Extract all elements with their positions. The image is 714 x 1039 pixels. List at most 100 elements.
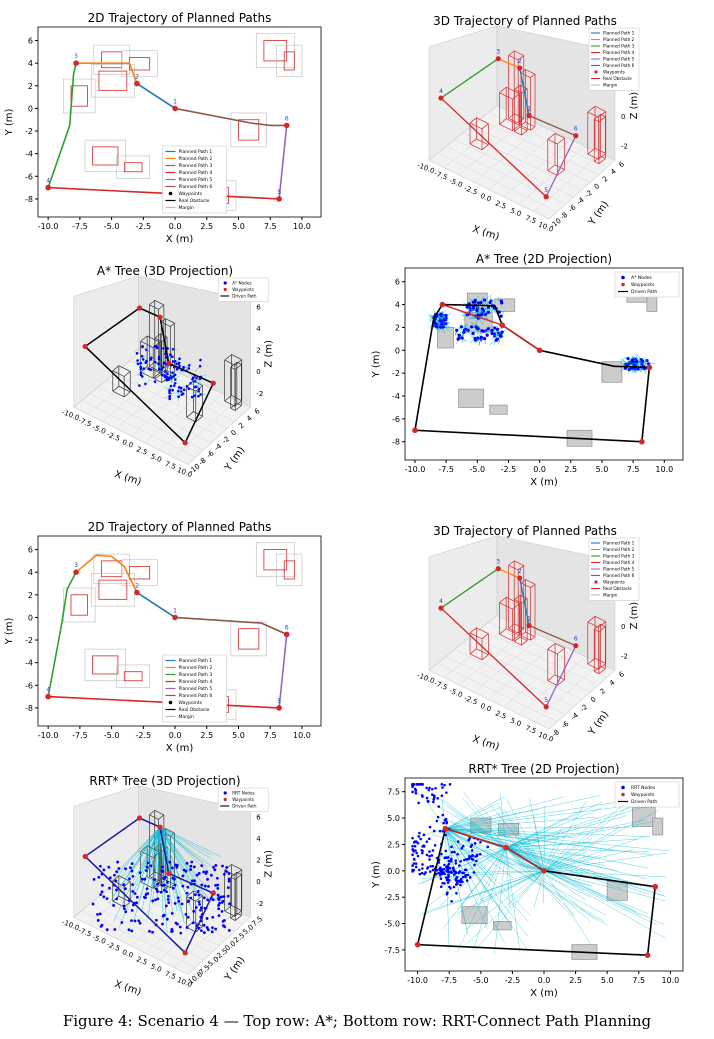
tree-node	[195, 376, 198, 380]
obstacle-edge	[476, 138, 489, 145]
tree-node	[447, 875, 450, 879]
tree-node	[417, 801, 420, 805]
tree-node	[144, 893, 148, 896]
tree-node	[123, 907, 126, 911]
obstacle-edge	[557, 137, 565, 145]
tree-node	[427, 788, 431, 792]
obstacle-edge	[514, 131, 522, 136]
x-tick-label: -7.5	[433, 679, 449, 692]
tree-node	[157, 357, 161, 361]
legend-label: Planned Path 5	[603, 57, 635, 62]
tree-node	[227, 877, 231, 881]
obstacle-edge	[186, 411, 194, 418]
tree-node	[155, 887, 159, 891]
series-line	[545, 135, 577, 198]
obstacle-edge	[165, 828, 175, 834]
tree-node	[458, 870, 462, 873]
tree-node	[214, 927, 218, 931]
x-tick-label: -2.5	[463, 184, 479, 197]
legend-label: A* Nodes	[232, 281, 251, 286]
tree-node	[97, 875, 101, 879]
tree-node	[226, 894, 230, 898]
tree-node	[139, 365, 143, 369]
tree-node	[168, 389, 171, 393]
tree-node	[453, 873, 456, 876]
obstacle-edge	[154, 810, 165, 816]
tree-node	[211, 915, 215, 919]
obstacle-margin	[116, 664, 150, 688]
tree-node	[473, 863, 476, 867]
series-line	[278, 125, 288, 199]
tree-node	[475, 854, 479, 858]
y-tick-label: 6	[28, 37, 33, 46]
y-tick-label: 4	[609, 167, 618, 176]
series-line	[528, 624, 577, 647]
tree-node	[425, 853, 429, 857]
tree-node	[128, 877, 131, 881]
waypoint-marker	[136, 305, 143, 311]
tree-edge	[506, 802, 659, 848]
tree-node	[479, 313, 484, 317]
obstacle-edge	[587, 621, 599, 628]
tree-edge	[159, 827, 212, 867]
tree-node	[177, 395, 180, 399]
x-tick-label: 5.0	[232, 222, 245, 231]
x-axis-label: X (m)	[166, 234, 194, 245]
obstacle-edge	[512, 93, 520, 100]
tree-node	[144, 361, 148, 364]
waypoint-label: 3	[74, 562, 78, 569]
obstacle-edge	[154, 871, 165, 877]
obstacle-edge	[154, 374, 161, 380]
tree-edge	[494, 847, 507, 954]
chart-title: A* Tree (3D Projection)	[97, 264, 233, 278]
series-line	[519, 577, 530, 626]
obstacle-edge	[499, 596, 507, 603]
waypoint-marker	[182, 950, 188, 956]
tree-node	[454, 879, 458, 882]
x-tick-label: 5.0	[149, 963, 162, 975]
y-tick-label: 4	[28, 568, 33, 577]
tree-node	[431, 849, 435, 852]
obstacle-edge	[508, 628, 519, 634]
tree-node	[192, 865, 196, 869]
tree-node	[448, 885, 451, 889]
tree-edge	[117, 827, 161, 881]
tree-edge	[140, 827, 161, 855]
legend-label: Waypoints	[603, 70, 625, 75]
legend-label: Planned Path 6	[179, 693, 213, 699]
legend-label: Planned Path 4	[603, 50, 635, 55]
tree-node	[482, 329, 486, 333]
obstacle-edge	[514, 126, 521, 132]
obstacle-edge	[112, 365, 120, 371]
tree-node	[441, 786, 444, 789]
obstacle-edge	[514, 636, 521, 642]
chart-title: 3D Trajectory of Planned Paths	[433, 14, 617, 28]
legend-label: Planned Path 3	[603, 44, 635, 49]
tree-edge	[445, 807, 617, 829]
obstacle-margin	[255, 33, 295, 69]
tree-node	[470, 857, 474, 861]
waypoint-label: 6	[574, 636, 578, 643]
x-tick-label: -2.5	[136, 731, 152, 740]
legend-label: Margin	[179, 714, 195, 720]
tree-node	[476, 327, 480, 331]
tree-node	[432, 796, 436, 799]
obstacle-margin	[230, 621, 267, 657]
tree-node	[100, 923, 104, 927]
obstacle-edge	[234, 910, 242, 917]
y-tick-label: 2	[28, 82, 33, 91]
chart-title: 3D Trajectory of Planned Paths	[433, 524, 617, 538]
tree-node	[167, 378, 171, 381]
tree-edge	[443, 799, 507, 848]
tree-node	[199, 908, 202, 912]
tree-node	[411, 848, 414, 851]
z-tick-label: 2	[256, 857, 260, 865]
tree-node	[419, 837, 422, 841]
tree-edge	[440, 817, 507, 848]
tree-node	[187, 387, 191, 391]
obstacle-edge	[481, 654, 489, 661]
waypoint-marker	[639, 438, 645, 445]
